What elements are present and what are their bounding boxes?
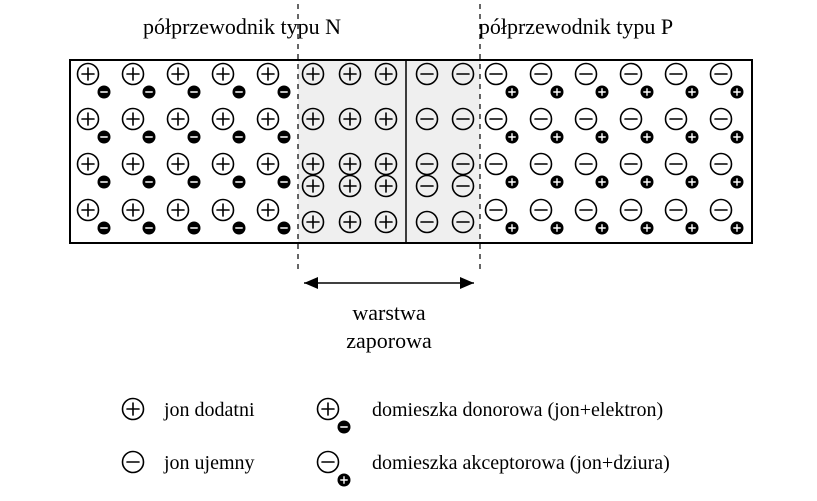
depletion-label-line1: warstwa (352, 300, 426, 325)
legend-donor: domieszka donorowa (jon+elektron) (372, 399, 663, 421)
title-n-type: półprzewodnik typu N (143, 14, 341, 39)
title-p-type: półprzewodnik typu P (479, 14, 673, 39)
depletion-label-line2: zaporowa (346, 328, 432, 353)
pn-junction-diagram: półprzewodnik typu N półprzewodnik typu P… (0, 0, 817, 501)
legend-acceptor: domieszka akceptorowa (jon+dziura) (372, 452, 670, 474)
legend-ion-negative: jon ujemny (163, 452, 255, 474)
depletion-region (298, 60, 480, 243)
legend-ion-positive: jon dodatni (163, 399, 255, 421)
